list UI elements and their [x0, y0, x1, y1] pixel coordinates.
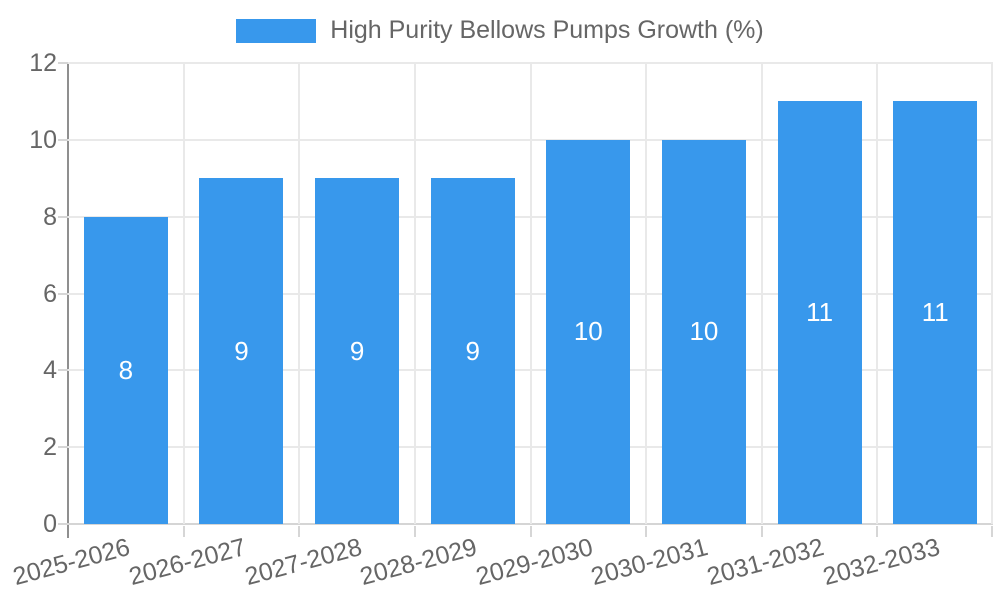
- bar-2032-2033[interactable]: 11: [893, 101, 978, 524]
- x-tick-mark-4: [529, 526, 532, 537]
- x-axis-tick-label: 2026-2027: [125, 533, 249, 591]
- gridline-x-5: [645, 63, 648, 524]
- y-axis-tick-label: 2: [43, 433, 57, 462]
- plot-area: 8 9 9 9 10 10 11 11: [68, 62, 993, 525]
- bar-2025-2026[interactable]: 8: [83, 216, 168, 524]
- y-axis-tick-label: 8: [43, 202, 57, 231]
- bar-value-label: 9: [234, 335, 249, 366]
- bar-2031-2032[interactable]: 11: [777, 101, 862, 524]
- legend-label: High Purity Bellows Pumps Growth (%): [330, 16, 764, 44]
- x-tick-mark-7: [876, 526, 879, 537]
- gridline-x-6: [760, 63, 763, 524]
- x-axis-tick-label: 2030-2031: [588, 533, 712, 591]
- y-tick-mark-4: [58, 369, 68, 372]
- x-tick-mark-1: [182, 526, 185, 537]
- gridline-y-0: [68, 523, 993, 525]
- y-tick-mark-8: [58, 215, 68, 218]
- gridline-x-1: [182, 63, 185, 524]
- bar-value-label: 10: [573, 316, 603, 347]
- gridline-x-8: [991, 63, 993, 524]
- x-axis-tick-label: 2027-2028: [241, 533, 365, 591]
- x-axis-tick-label: 2029-2030: [472, 533, 596, 591]
- legend-swatch: [236, 18, 317, 43]
- bar-2027-2028[interactable]: 9: [315, 178, 400, 524]
- y-tick-mark-12: [58, 62, 68, 64]
- x-axis-tick-label: 2028-2029: [357, 533, 480, 591]
- bar-value-label: 9: [465, 335, 480, 366]
- y-axis-tick-label: 4: [43, 356, 57, 385]
- gridline-x-3: [413, 63, 416, 524]
- x-axis-tick-label: 2032-2033: [819, 533, 943, 591]
- bar-value-label: 8: [118, 354, 134, 385]
- bar-2030-2031[interactable]: 10: [661, 139, 746, 524]
- x-axis-tick-label: 2031-2032: [704, 533, 827, 591]
- gridline-x-4: [529, 63, 532, 524]
- bar-value-label: 11: [921, 297, 949, 328]
- chart-legend[interactable]: High Purity Bellows Pumps Growth (%): [0, 16, 1000, 45]
- bar-value-label: 9: [349, 335, 365, 366]
- y-tick-mark-10: [58, 138, 68, 141]
- gridline-x-2: [298, 63, 301, 524]
- bar-2028-2029[interactable]: 9: [430, 178, 515, 524]
- bar-value-label: 11: [806, 297, 834, 328]
- y-tick-mark-0: [58, 523, 68, 525]
- x-tick-mark-3: [413, 526, 416, 537]
- x-tick-mark-6: [760, 526, 763, 537]
- y-tick-mark-6: [58, 292, 68, 295]
- y-axis-line: [67, 63, 69, 538]
- y-axis-tick-label: 0: [43, 510, 57, 538]
- x-tick-mark-8: [991, 526, 993, 537]
- bar-2026-2027[interactable]: 9: [199, 178, 284, 524]
- gridline-x-7: [876, 63, 879, 524]
- y-axis-tick-label: 6: [43, 279, 57, 308]
- x-axis-tick-label: 2025-2026: [10, 533, 134, 591]
- bar-value-label: 10: [689, 316, 719, 347]
- y-axis-tick-label: 12: [29, 49, 57, 77]
- bar-2029-2030[interactable]: 10: [546, 139, 631, 524]
- x-tick-mark-2: [298, 526, 301, 537]
- y-axis-tick-label: 10: [29, 125, 57, 154]
- x-tick-mark-5: [645, 526, 648, 537]
- y-tick-mark-2: [58, 446, 68, 449]
